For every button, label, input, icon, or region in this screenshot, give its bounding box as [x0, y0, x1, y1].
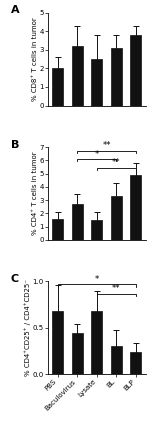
Y-axis label: % CD4⁺ T cells in tumor: % CD4⁺ T cells in tumor	[32, 152, 38, 235]
Text: A: A	[11, 6, 20, 15]
Y-axis label: % CD8⁺ T cells in tumor: % CD8⁺ T cells in tumor	[32, 17, 38, 101]
Text: **: **	[102, 141, 111, 150]
Bar	[111, 48, 122, 105]
Text: C: C	[11, 274, 19, 284]
Bar	[52, 68, 63, 105]
Bar	[130, 175, 141, 240]
Bar	[52, 218, 63, 240]
Bar	[130, 352, 141, 374]
Text: *: *	[95, 275, 99, 284]
Bar	[72, 46, 83, 105]
Text: **: **	[112, 284, 120, 293]
Bar	[91, 59, 102, 105]
Text: B: B	[11, 140, 19, 150]
Bar	[52, 311, 63, 374]
Bar	[91, 311, 102, 374]
Text: *: *	[95, 150, 99, 159]
Bar	[111, 196, 122, 240]
Y-axis label: % CD4⁺CD25⁺ / CD4⁺CD25⁻: % CD4⁺CD25⁺ / CD4⁺CD25⁻	[24, 280, 31, 376]
Text: **: **	[112, 158, 120, 167]
Bar	[111, 346, 122, 374]
Bar	[72, 204, 83, 240]
Bar	[91, 220, 102, 240]
Bar	[130, 35, 141, 105]
Bar	[72, 333, 83, 374]
